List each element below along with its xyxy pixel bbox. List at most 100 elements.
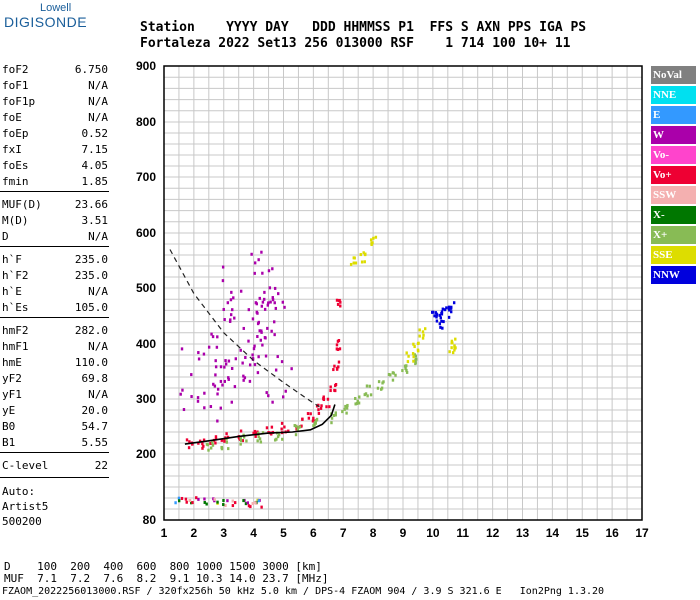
param-value: 110.0 (74, 356, 108, 369)
data-point-x (225, 440, 229, 444)
data-point-w (267, 269, 271, 273)
param-row-md: M(D) 3.51 (2, 214, 108, 229)
data-point-vo (256, 432, 259, 436)
data-point-es (257, 499, 261, 503)
data-point-x (344, 404, 347, 408)
data-point-sse (418, 334, 421, 338)
x-tick-label: 12 (486, 526, 500, 540)
data-point-w (227, 376, 230, 380)
data-point-vo (270, 432, 273, 436)
data-point-vo (224, 436, 227, 440)
data-point-vo (225, 432, 228, 436)
data-point-w (216, 392, 219, 396)
data-point-vo (267, 430, 270, 434)
data-point-vo (299, 425, 302, 429)
data-point-vo (252, 431, 255, 435)
data-point-w (256, 311, 259, 315)
data-point-w (242, 378, 245, 382)
data-point-w (266, 326, 269, 330)
data-point-nnw (449, 306, 453, 310)
data-point-w (273, 320, 276, 324)
data-point-vo (271, 430, 275, 434)
data-point-vo (270, 425, 274, 429)
data-point-x (405, 370, 409, 374)
data-point-sse (372, 236, 375, 240)
x-tick-label: 16 (605, 526, 619, 540)
data-point-vo (337, 339, 341, 343)
param-value: N/A (88, 79, 108, 92)
data-point-x (414, 358, 417, 362)
param-label: foEp (2, 127, 29, 140)
data-point-x (405, 368, 408, 372)
data-point-w (254, 301, 258, 305)
data-point-es (222, 503, 225, 507)
data-point-w (266, 303, 270, 307)
data-point-vo (212, 438, 216, 442)
auto-label: Auto: (2, 485, 36, 498)
y-tick-label: 80 (143, 513, 157, 527)
data-point-vo (301, 417, 304, 421)
profile-curve-dashed (169, 249, 320, 408)
legend-item-nne: NNE (651, 86, 696, 104)
param-row-b1: B1 5.55 (2, 436, 108, 451)
data-point-w (248, 379, 252, 383)
data-point-vo (269, 431, 272, 435)
legend-item-w: W (651, 126, 696, 144)
data-point-vo (317, 411, 321, 415)
data-point-vo (307, 416, 311, 420)
param-label: MUF(D) (2, 198, 42, 211)
param-row-fof1p: foF1p N/A (2, 95, 108, 110)
param-row-fxi: fxI 7.15 (2, 143, 108, 158)
data-point-x (345, 411, 348, 415)
data-point-sse (363, 253, 367, 257)
artist-label: Artist5 (2, 500, 49, 513)
data-point-sse (362, 251, 365, 255)
param-label: D (2, 230, 9, 243)
param-value: N/A (88, 111, 108, 124)
y-tick-label: 500 (136, 281, 156, 295)
data-point-sse (424, 327, 427, 331)
param-row-hmf1: hmF1 N/A (2, 340, 108, 355)
data-point-sse (448, 350, 451, 354)
data-point-w (263, 307, 267, 311)
param-row-hme: hmE 110.0 (2, 356, 108, 371)
data-point-sse (370, 243, 373, 247)
data-point-sse (412, 342, 415, 346)
data-point-vo (309, 412, 312, 416)
data-point-w (271, 296, 274, 300)
data-point-w (221, 279, 225, 283)
data-point-vo (238, 437, 242, 441)
data-point-nnw (447, 307, 451, 311)
data-point-vo (256, 430, 259, 434)
data-point-vo (335, 366, 339, 370)
data-point-sse (405, 351, 408, 355)
param-value: 235.0 (74, 269, 108, 282)
data-point-vo (191, 442, 194, 446)
data-point-sse (416, 348, 420, 352)
data-point-x (414, 361, 417, 365)
x-tick-label: 10 (426, 526, 440, 540)
data-point-x (259, 440, 263, 444)
data-point-w (281, 300, 285, 304)
data-point-vo (312, 416, 315, 420)
data-point-sse (349, 262, 353, 266)
data-point-w (271, 400, 274, 404)
data-point-x (227, 447, 230, 451)
data-point-w (224, 359, 227, 363)
data-point-x (220, 447, 224, 451)
data-point-x (277, 433, 281, 437)
data-point-w (253, 344, 256, 348)
data-point-x (380, 386, 384, 390)
data-point-w (257, 258, 260, 262)
data-point-w (271, 267, 274, 271)
data-point-sse (453, 344, 456, 348)
legend-item-vo: Vo+ (651, 166, 696, 184)
data-point-w (264, 354, 268, 358)
param-value: 0.52 (81, 127, 109, 140)
data-point-nnw (447, 305, 451, 309)
data-point-es (242, 499, 245, 503)
version-label: 500200 (2, 515, 42, 528)
data-point-sse (450, 341, 453, 345)
data-point-vo (185, 438, 189, 442)
param-row-fmin: fmin 1.85 (2, 175, 108, 190)
